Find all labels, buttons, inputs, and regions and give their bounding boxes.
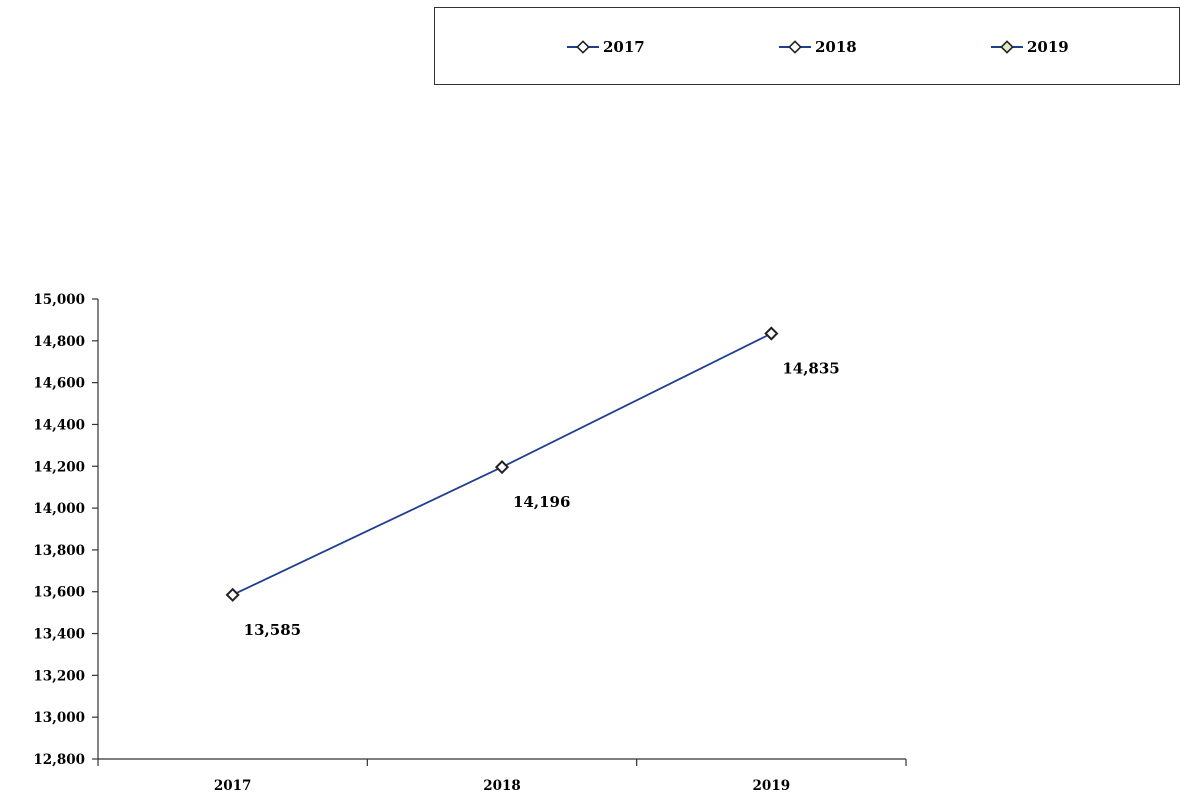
data-label: 14,835 bbox=[782, 360, 839, 378]
y-tick-label: 14,200 bbox=[33, 459, 85, 475]
data-point bbox=[494, 460, 510, 475]
data-point bbox=[225, 587, 240, 602]
y-tick-label: 14,600 bbox=[33, 376, 85, 392]
y-tick-label: 12,800 bbox=[33, 752, 85, 768]
legend-marker-icon bbox=[567, 40, 599, 54]
y-tick-label: 13,600 bbox=[33, 585, 85, 601]
y-tick-label: 13,200 bbox=[33, 668, 85, 684]
legend-item-2018: 2018 bbox=[779, 38, 857, 56]
legend-label: 2019 bbox=[1027, 38, 1069, 56]
y-tick-label: 15,000 bbox=[33, 292, 85, 308]
y-axis: 12,800 13,000 13,200 13,400 13,600 13,800 14,0… bbox=[33, 292, 99, 768]
legend-item-2017: 2017 bbox=[567, 38, 645, 56]
legend-label: 2017 bbox=[603, 38, 645, 56]
data-label: 14,196 bbox=[513, 493, 570, 511]
series: 13,585 14,196 14,835 bbox=[225, 326, 840, 639]
y-tick-label: 13,800 bbox=[33, 543, 85, 559]
x-tick-label: 2018 bbox=[483, 778, 521, 794]
y-tick-label: 14,400 bbox=[33, 417, 85, 433]
x-tick-label: 2019 bbox=[753, 778, 791, 794]
data-point bbox=[764, 326, 779, 341]
y-tick-label: 13,400 bbox=[33, 627, 85, 643]
legend-marker-icon bbox=[779, 40, 811, 54]
legend-marker-icon bbox=[991, 40, 1023, 54]
legend-label: 2018 bbox=[815, 38, 857, 56]
y-tick-label: 14,000 bbox=[33, 501, 85, 517]
y-tick-label: 14,800 bbox=[33, 334, 85, 350]
legend: 2017 2018 2019 bbox=[434, 7, 1180, 85]
x-axis: 2017 2018 2019 bbox=[97, 758, 907, 794]
y-tick-label: 13,000 bbox=[33, 710, 85, 726]
data-label: 13,585 bbox=[244, 621, 301, 639]
x-tick-label: 2017 bbox=[214, 778, 252, 794]
legend-item-2019: 2019 bbox=[991, 38, 1069, 56]
